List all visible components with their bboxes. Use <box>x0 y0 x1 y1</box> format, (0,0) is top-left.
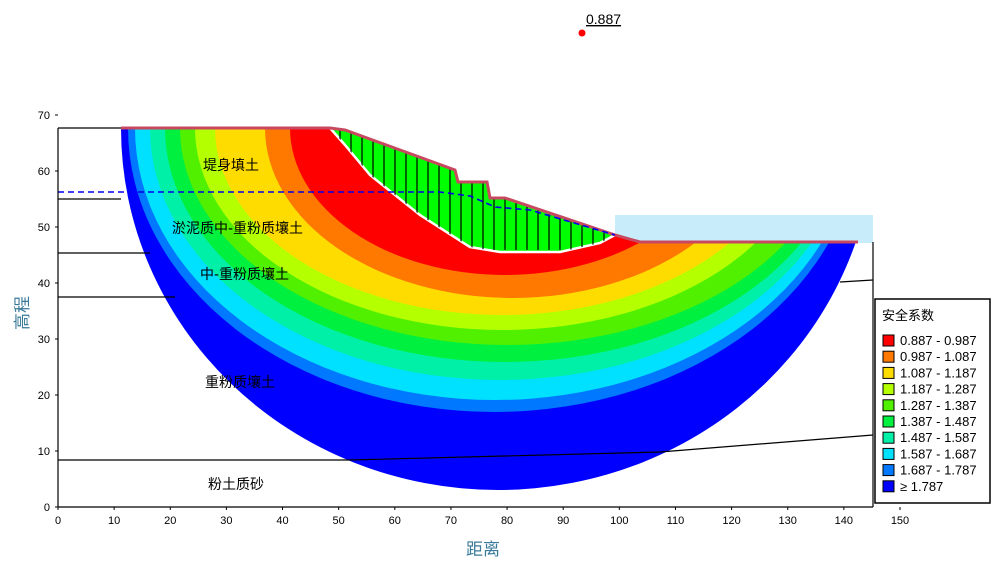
y-axis-title: 高程 <box>13 296 33 330</box>
legend-swatch <box>882 366 895 379</box>
x-tick-label: 10 <box>108 515 120 527</box>
x-tick-label: 90 <box>557 515 569 527</box>
layer-boundaries <box>57 127 874 508</box>
min-fos-label: 0.887 <box>586 11 621 27</box>
x-axis-title: 距离 <box>466 540 500 560</box>
x-tick-label: 100 <box>610 515 628 527</box>
x-tick-label: 0 <box>55 515 61 527</box>
water-table <box>58 191 616 236</box>
y-tick-label: 40 <box>38 278 50 290</box>
legend-swatch <box>882 334 895 347</box>
legend-swatch <box>882 431 895 444</box>
x-tick-label: 110 <box>667 515 685 527</box>
y-tick-label: 50 <box>38 222 50 234</box>
water-body <box>615 215 873 243</box>
x-tick-label: 150 <box>891 515 909 527</box>
legend-swatch <box>882 383 895 396</box>
y-tick-label: 70 <box>38 110 50 122</box>
layer-label: 粉土质砂 <box>208 477 264 493</box>
legend-label: ≥ 1.787 <box>900 479 943 494</box>
legend-title: 安全系数 <box>882 308 934 323</box>
x-tick-label: 130 <box>779 515 797 527</box>
y-tick-label: 60 <box>38 166 50 178</box>
legend-swatch <box>882 447 895 460</box>
x-tick-label: 80 <box>501 515 513 527</box>
x-tick-label: 40 <box>276 515 288 527</box>
legend-swatch <box>882 415 895 428</box>
legend-label: 1.387 - 1.487 <box>900 414 977 429</box>
legend-label: 1.187 - 1.287 <box>900 382 977 397</box>
x-tick-label: 70 <box>445 515 457 527</box>
x-tick-label: 20 <box>164 515 176 527</box>
layer-label: 重粉质壤土 <box>205 374 275 391</box>
x-tick-label: 50 <box>333 515 345 527</box>
slip-center-point <box>578 29 586 37</box>
layer-label: 淤泥质中-重粉质壤土 <box>172 220 303 237</box>
layer-label: 中-重粉质壤土 <box>200 266 289 283</box>
legend-swatch <box>882 399 895 412</box>
legend-label: 0.987 - 1.087 <box>900 349 977 364</box>
y-tick-label: 30 <box>38 334 50 346</box>
x-tick-label: 60 <box>389 515 401 527</box>
ground-surface <box>121 126 858 244</box>
y-tick-label: 20 <box>38 390 50 402</box>
x-tick-label: 30 <box>220 515 232 527</box>
legend-swatch <box>882 464 895 477</box>
legend-label: 0.887 - 0.987 <box>900 333 977 348</box>
y-tick-label: 0 <box>44 502 50 514</box>
layer-label: 堤身填土 <box>203 158 259 174</box>
legend-swatch <box>882 480 895 493</box>
legend-label: 1.487 - 1.587 <box>900 430 977 445</box>
legend-swatch <box>882 350 895 363</box>
legend-label: 1.287 - 1.387 <box>900 398 977 413</box>
y-tick-label: 10 <box>38 446 50 458</box>
x-tick-label: 120 <box>722 515 740 527</box>
legend-label: 1.587 - 1.687 <box>900 446 977 461</box>
x-tick-label: 140 <box>835 515 853 527</box>
legend-label: 1.087 - 1.187 <box>900 365 977 380</box>
legend-label: 1.687 - 1.787 <box>900 463 977 478</box>
